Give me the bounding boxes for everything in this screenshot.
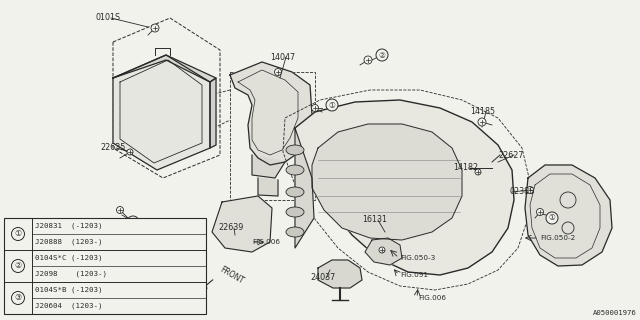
Text: 0104S*C (-1203): 0104S*C (-1203) bbox=[35, 255, 102, 261]
Text: 22627: 22627 bbox=[498, 150, 524, 159]
Text: FIG.006: FIG.006 bbox=[252, 239, 280, 245]
Polygon shape bbox=[258, 178, 278, 196]
Circle shape bbox=[275, 68, 282, 76]
Polygon shape bbox=[365, 238, 402, 265]
Text: FIG.050-2: FIG.050-2 bbox=[540, 235, 575, 241]
Circle shape bbox=[116, 206, 124, 213]
Text: ②: ② bbox=[15, 261, 22, 270]
Polygon shape bbox=[312, 124, 462, 240]
Polygon shape bbox=[295, 128, 314, 248]
Text: FIG.091: FIG.091 bbox=[400, 272, 428, 278]
Circle shape bbox=[379, 247, 385, 253]
Polygon shape bbox=[230, 62, 312, 165]
Text: 14182: 14182 bbox=[453, 164, 478, 172]
Circle shape bbox=[546, 212, 558, 224]
Polygon shape bbox=[113, 55, 216, 82]
Text: ①: ① bbox=[15, 229, 22, 238]
Bar bbox=[4, 218, 206, 314]
Text: ②: ② bbox=[379, 51, 385, 60]
Text: A050001976: A050001976 bbox=[593, 310, 637, 316]
Polygon shape bbox=[212, 196, 272, 252]
Circle shape bbox=[326, 99, 338, 111]
Text: ③: ③ bbox=[129, 218, 136, 227]
Text: FRONT: FRONT bbox=[218, 265, 245, 285]
Circle shape bbox=[364, 56, 372, 64]
Circle shape bbox=[312, 105, 319, 111]
Text: ①: ① bbox=[328, 100, 335, 109]
Circle shape bbox=[12, 228, 24, 241]
Circle shape bbox=[12, 260, 24, 273]
Text: 14185: 14185 bbox=[470, 108, 495, 116]
Circle shape bbox=[151, 24, 159, 32]
Text: J20604  (1203-): J20604 (1203-) bbox=[35, 303, 102, 309]
Circle shape bbox=[536, 209, 543, 215]
Ellipse shape bbox=[286, 145, 304, 155]
Ellipse shape bbox=[286, 207, 304, 217]
Circle shape bbox=[376, 49, 388, 61]
Circle shape bbox=[478, 118, 486, 126]
Text: 22635: 22635 bbox=[100, 143, 125, 153]
Circle shape bbox=[475, 169, 481, 175]
Text: 0101S: 0101S bbox=[95, 13, 120, 22]
Text: 14047: 14047 bbox=[270, 52, 295, 61]
Polygon shape bbox=[113, 55, 210, 170]
Text: J20831  (-1203): J20831 (-1203) bbox=[35, 223, 102, 229]
Text: 0238S: 0238S bbox=[510, 188, 535, 196]
Polygon shape bbox=[210, 78, 216, 148]
Text: 24037: 24037 bbox=[310, 274, 335, 283]
Circle shape bbox=[527, 187, 534, 194]
Polygon shape bbox=[318, 260, 362, 288]
Polygon shape bbox=[252, 155, 285, 178]
Text: J2098    (1203-): J2098 (1203-) bbox=[35, 271, 107, 277]
Polygon shape bbox=[295, 100, 514, 275]
Ellipse shape bbox=[286, 227, 304, 237]
Text: ①: ① bbox=[548, 213, 556, 222]
Text: FIG.006: FIG.006 bbox=[418, 295, 446, 301]
Text: 22639: 22639 bbox=[218, 223, 243, 233]
Text: J20888  (1203-): J20888 (1203-) bbox=[35, 239, 102, 245]
Polygon shape bbox=[525, 165, 612, 266]
Text: 16131: 16131 bbox=[362, 215, 387, 225]
Text: ③: ③ bbox=[15, 293, 22, 302]
Circle shape bbox=[127, 216, 139, 228]
Ellipse shape bbox=[286, 187, 304, 197]
Ellipse shape bbox=[286, 165, 304, 175]
Text: 0104S*B (-1203): 0104S*B (-1203) bbox=[35, 287, 102, 293]
Circle shape bbox=[12, 292, 24, 305]
Text: FIG.050-3: FIG.050-3 bbox=[400, 255, 435, 261]
Circle shape bbox=[127, 149, 133, 155]
